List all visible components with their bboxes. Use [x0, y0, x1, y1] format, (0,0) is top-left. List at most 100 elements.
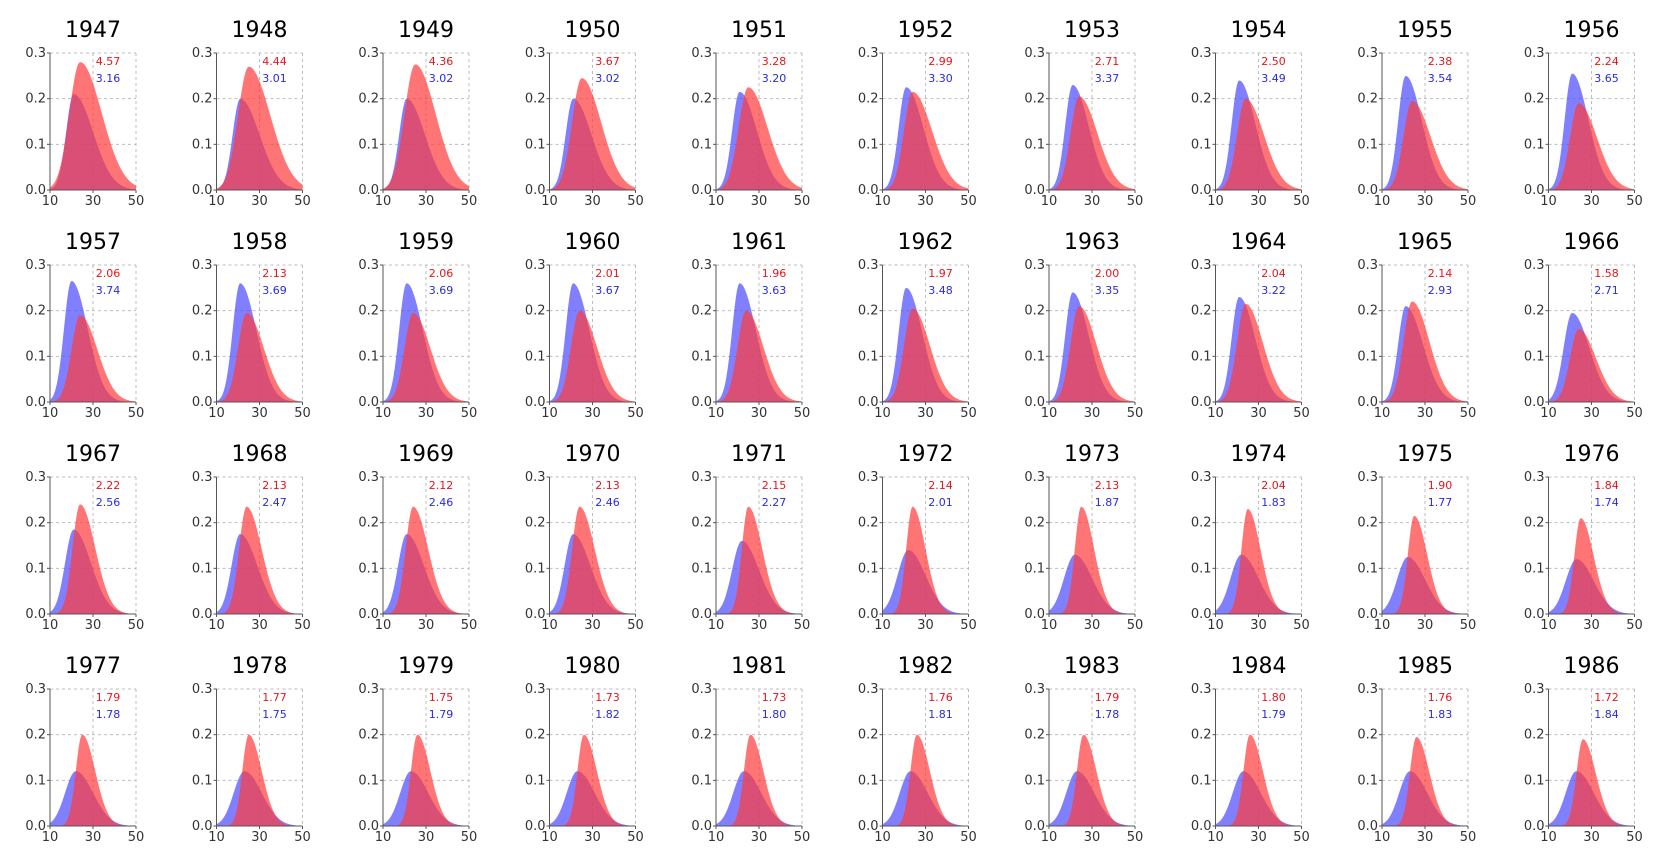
- panel-1973: 0.0 0.1 0.2 0.3 10 30 50 1973 2.13 1.87: [1024, 442, 1143, 633]
- x-tick-label: 30: [584, 406, 601, 421]
- x-tick-label: 50: [627, 406, 644, 421]
- red-density-area: [1548, 518, 1635, 614]
- y-tick-label: 0.1: [1524, 137, 1545, 152]
- x-tick-label: 30: [85, 194, 102, 209]
- blue-value-label: 1.79: [1261, 708, 1286, 721]
- blue-value-label: 3.02: [595, 72, 620, 85]
- y-tick-label: 0.0: [1357, 819, 1378, 834]
- y-tick-label: 0.2: [1191, 92, 1212, 107]
- y-tick-label: 0.3: [358, 682, 379, 697]
- x-tick-label: 30: [751, 830, 768, 845]
- x-tick-label: 10: [375, 618, 392, 633]
- x-tick-label: 30: [1583, 830, 1600, 845]
- red-density-area: [1215, 303, 1302, 402]
- x-tick-label: 30: [1583, 406, 1600, 421]
- red-value-label: 2.14: [1428, 267, 1453, 280]
- y-tick-label: 0.1: [358, 773, 379, 788]
- x-tick-label: 10: [1207, 194, 1224, 209]
- panel-title: 1960: [565, 230, 621, 255]
- y-tick-label: 0.2: [858, 516, 879, 531]
- red-density-area: [549, 78, 636, 190]
- y-tick-label: 0.0: [1024, 819, 1045, 834]
- x-tick-label: 30: [917, 406, 934, 421]
- y-tick-label: 0.3: [1357, 258, 1378, 273]
- y-tick-label: 0.3: [25, 470, 46, 485]
- y-tick-label: 0.3: [25, 682, 46, 697]
- red-density-area: [50, 734, 136, 826]
- panel-1972: 0.0 0.1 0.2 0.3 10 30 50 1972 2.14 2.01: [858, 442, 977, 633]
- y-tick-label: 0.1: [1191, 561, 1212, 576]
- x-tick-label: 10: [42, 406, 59, 421]
- y-tick-label: 0.0: [1357, 607, 1378, 622]
- y-tick-label: 0.1: [192, 137, 213, 152]
- y-tick-label: 0.2: [858, 92, 879, 107]
- x-tick-label: 10: [1540, 830, 1557, 845]
- x-tick-label: 30: [251, 194, 268, 209]
- y-tick-label: 0.1: [1357, 349, 1378, 364]
- y-tick-label: 0.3: [1024, 46, 1045, 61]
- blue-value-label: 1.80: [762, 708, 787, 721]
- y-tick-label: 0.1: [858, 773, 879, 788]
- y-tick-label: 0.3: [1191, 682, 1212, 697]
- x-tick-label: 30: [85, 406, 102, 421]
- y-tick-label: 0.1: [1357, 561, 1378, 576]
- y-tick-label: 0.0: [525, 395, 546, 410]
- red-density-area: [716, 87, 802, 190]
- y-tick-label: 0.0: [25, 819, 46, 834]
- y-tick-label: 0.3: [1024, 470, 1045, 485]
- red-value-label: 1.77: [262, 691, 287, 704]
- x-tick-label: 10: [541, 406, 558, 421]
- x-tick-label: 30: [418, 406, 435, 421]
- x-tick-label: 30: [584, 830, 601, 845]
- y-tick-label: 0.1: [691, 561, 712, 576]
- red-value-label: 1.58: [1594, 267, 1619, 280]
- y-tick-label: 0.3: [525, 46, 546, 61]
- y-tick-label: 0.0: [1191, 819, 1212, 834]
- y-tick-label: 0.0: [1191, 607, 1212, 622]
- y-tick-label: 0.1: [1524, 561, 1545, 576]
- blue-value-label: 1.79: [429, 708, 454, 721]
- red-density-area: [882, 91, 969, 190]
- panel-title: 1985: [1397, 654, 1453, 679]
- y-tick-label: 0.3: [691, 682, 712, 697]
- y-tick-label: 0.0: [1524, 395, 1545, 410]
- y-tick-label: 0.3: [858, 682, 879, 697]
- y-tick-label: 0.1: [1024, 349, 1045, 364]
- red-density-area: [882, 734, 969, 826]
- red-value-label: 4.57: [96, 55, 121, 68]
- blue-value-label: 1.82: [595, 708, 620, 721]
- panel-1976: 0.0 0.1 0.2 0.3 10 30 50 1976 1.84 1.74: [1524, 442, 1643, 633]
- y-tick-label: 0.2: [1024, 516, 1045, 531]
- red-density-area: [1049, 306, 1135, 402]
- y-tick-label: 0.0: [358, 607, 379, 622]
- x-tick-label: 10: [208, 618, 225, 633]
- y-tick-label: 0.0: [192, 395, 213, 410]
- y-tick-label: 0.3: [525, 682, 546, 697]
- panel-title: 1980: [565, 654, 621, 679]
- y-tick-label: 0.0: [1524, 183, 1545, 198]
- y-tick-label: 0.1: [192, 561, 213, 576]
- x-tick-label: 10: [874, 618, 891, 633]
- y-tick-label: 0.2: [525, 728, 546, 743]
- y-tick-label: 0.2: [1357, 92, 1378, 107]
- x-tick-label: 10: [1374, 194, 1391, 209]
- panel-title: 1971: [731, 442, 787, 467]
- red-density-area: [1215, 734, 1302, 826]
- panel-1959: 0.0 0.1 0.2 0.3 10 30 50 1959 2.06 3.69: [358, 230, 477, 421]
- panel-1956: 0.0 0.1 0.2 0.3 10 30 50 1956 2.24 3.65: [1524, 18, 1643, 209]
- panel-title: 1972: [898, 442, 954, 467]
- x-tick-label: 50: [1127, 618, 1144, 633]
- x-tick-label: 10: [874, 830, 891, 845]
- y-tick-label: 0.1: [525, 773, 546, 788]
- blue-value-label: 3.69: [429, 284, 454, 297]
- y-tick-label: 0.3: [1357, 682, 1378, 697]
- y-tick-label: 0.3: [1191, 46, 1212, 61]
- y-tick-label: 0.2: [1357, 516, 1378, 531]
- x-tick-label: 30: [1417, 406, 1434, 421]
- blue-value-label: 2.71: [1594, 284, 1619, 297]
- y-tick-label: 0.2: [1357, 304, 1378, 319]
- y-tick-label: 0.0: [358, 183, 379, 198]
- red-value-label: 2.22: [96, 479, 121, 492]
- red-value-label: 2.06: [96, 267, 121, 280]
